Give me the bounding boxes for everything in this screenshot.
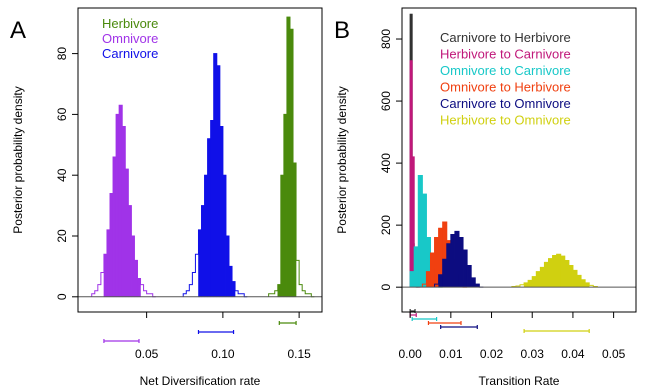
panel-b-bar-herbivore-to-omnivore	[536, 271, 541, 288]
panel-b-bar-omnivore-to-carnivore	[422, 193, 427, 288]
panel-a-x-tick-label: 0.15	[287, 347, 311, 361]
panel-b-outline-herbivore-to-omnivore	[511, 253, 598, 288]
panel-a-frame	[77, 7, 323, 313]
panel-b-bar-carnivore-to-omnivore	[462, 249, 468, 288]
panel-b-y-axis-title: Posterior probability density	[335, 86, 349, 233]
panel-b-bar-herbivore-to-omnivore	[548, 258, 553, 288]
panel-b-bar-omnivore-to-herbivore	[434, 237, 439, 288]
panel-a-y-axis: 0 20 40 60 80	[55, 47, 78, 300]
panel-a-interval-omnivore	[103, 339, 140, 343]
panel-b-legend-entry: Carnivore to Herbivore	[440, 30, 571, 45]
panel-b-legend-entry: Omnivore to Carnivore	[440, 63, 571, 78]
panel-b-x-tick-label: 0.05	[602, 347, 626, 361]
panel-b-bar-carnivore-to-omnivore	[446, 243, 452, 288]
panel-a-bar-omnivore	[118, 105, 123, 298]
panel-a-outline-carnivore	[182, 53, 248, 298]
panel-b-plot-area	[402, 13, 636, 333]
panel-b-legend-entry: Herbivore to Carnivore	[440, 47, 571, 62]
panel-b-legend-entry: Carnivore to Omnivore	[440, 96, 571, 111]
panel-a-outline-herbivore	[268, 16, 315, 298]
panel-b-y-tick-label: 0	[379, 284, 393, 291]
panel-b-bar-herbivore-to-omnivore	[523, 282, 529, 288]
panel-a-y-tick-label: 20	[55, 229, 69, 243]
panel-a-x-tick-label: 0.10	[211, 347, 235, 361]
panel-b-bar-omnivore-to-herbivore	[426, 271, 431, 288]
panel-b-y-tick-label: 600	[379, 91, 393, 111]
panel-b-interval-herbivore-to-omnivore	[523, 329, 590, 333]
panel-a-x-axis: 0.05 0.10 0.15	[135, 312, 311, 361]
panel-a-y-axis-title: Posterior probability density	[11, 86, 25, 233]
panel-b-x-tick-label: 0.01	[439, 347, 463, 361]
panel-b-bar-herbivore-to-omnivore	[552, 255, 557, 288]
panel-b-bar-carnivore-to-omnivore	[466, 265, 472, 288]
panel-b-y-tick-label: 400	[379, 153, 393, 173]
panel-b-x-tick-label: 0.03	[521, 347, 545, 361]
panel-a-y-tick-label: 80	[55, 47, 69, 61]
panel-a-bar-carnivore	[210, 120, 214, 298]
panel-b-bar-herbivore-to-omnivore	[556, 254, 561, 288]
panel-a-interval-herbivore	[278, 321, 297, 325]
panel-b-bar-omnivore-to-carnivore	[413, 246, 419, 288]
panel-a-interval-carnivore	[197, 330, 235, 334]
panel-b-outline-carnivore-to-omnivore	[434, 230, 484, 288]
panel-b: B 0 200 400 600 800 0.00 0.01 0.02 0.03 0.04 0.05…	[334, 7, 637, 388]
panel-b-bar-herbivore-to-omnivore	[568, 265, 574, 288]
panel-a-y-tick-label: 60	[55, 107, 69, 121]
panel-b-bar-omnivore-to-carnivore	[418, 175, 423, 288]
panel-a-x-tick-label: 0.05	[135, 347, 159, 361]
panel-b-bar-carnivore-to-omnivore	[458, 237, 464, 288]
panel-b-bar-herbivore-to-omnivore	[527, 280, 533, 288]
panel-b-interval-carnivore-to-omnivore	[440, 325, 478, 329]
panel-b-legend-entry: Omnivore to Herbivore	[440, 80, 571, 95]
panel-b-bar-omnivore-to-carnivore	[409, 271, 415, 288]
panel-b-bar-herbivore-to-omnivore	[531, 276, 537, 288]
panel-b-series-herbivore-to-omnivore	[511, 253, 598, 288]
panel-b-bar-herbivore-to-omnivore	[576, 275, 582, 288]
panel-b-x-tick-label: 0.04	[561, 347, 585, 361]
panel-b-interval-omnivore-to-herbivore	[427, 321, 462, 325]
panel-b-bar-carnivore-to-omnivore	[470, 277, 476, 288]
panel-a: A 0 20 40 60 80 0.05 0.10 0.15 HerbivoreOmnivo…	[10, 7, 323, 388]
panel-a-plot-area	[78, 16, 322, 343]
panel-b-bar-carnivore-to-omnivore	[438, 274, 443, 288]
panel-b-y-tick-label: 800	[379, 29, 393, 49]
panel-b-legend: Carnivore to Herbivore Herbivore to Carni…	[440, 30, 571, 128]
panel-b-bar-herbivore-to-omnivore	[580, 279, 586, 288]
panel-b-bar-carnivore-to-omnivore	[454, 231, 460, 288]
panel-b-bar-herbivore-to-omnivore	[544, 262, 549, 288]
panel-b-y-tick-label: 200	[379, 215, 393, 235]
panel-b-bar-herbivore-to-omnivore	[584, 282, 590, 288]
panel-b-x-tick-label: 0.00	[398, 347, 422, 361]
panel-b-bar-herbivore-to-omnivore	[564, 260, 570, 288]
panel-b-interval-omnivore-to-carnivore	[411, 317, 438, 321]
panel-b-legend-entry: Herbivore to Omnivore	[440, 113, 571, 128]
panel-b-bar-herbivore-to-omnivore	[560, 255, 566, 288]
panel-a-legend-entry: Omnivore	[102, 31, 158, 46]
panel-b-bar-herbivore-to-omnivore	[540, 267, 545, 288]
panel-b-bar-omnivore-to-herbivore	[430, 252, 435, 288]
panel-a-letter: A	[10, 17, 26, 44]
panel-a-y-tick-label: 40	[55, 168, 69, 182]
panel-a-legend-entry: Carnivore	[102, 46, 158, 61]
panel-a-legend-entry: Herbivore	[102, 16, 158, 31]
panel-b-x-tick-label: 0.02	[480, 347, 504, 361]
panel-b-bar-carnivore-to-omnivore	[450, 234, 456, 288]
panel-b-bar-carnivore-to-omnivore	[442, 259, 448, 288]
panel-b-frame	[401, 7, 637, 313]
panel-a-y-tick-label: 0	[55, 293, 69, 300]
panel-b-y-axis: 0 200 400 600 800	[379, 29, 402, 291]
panel-a-outline-omnivore	[91, 104, 156, 298]
panel-a-x-axis-title: Net Diversification rate	[140, 374, 261, 388]
panel-b-bar-herbivore-to-omnivore	[572, 270, 578, 288]
panel-b-letter: B	[334, 17, 350, 44]
panel-b-x-axis-title: Transition Rate	[479, 374, 560, 388]
panel-b-x-axis: 0.00 0.01 0.02 0.03 0.04 0.05	[398, 312, 626, 361]
